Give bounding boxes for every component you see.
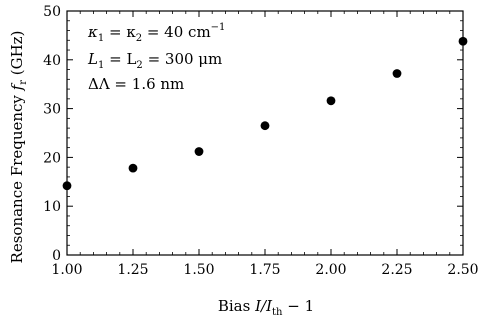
data-point [458, 36, 468, 46]
annotation-kappa: κ1 = κ2 = 40 cm−1 [87, 22, 225, 44]
y-tick-label: 20 [43, 150, 61, 166]
y-tick-label: 50 [43, 4, 61, 20]
x-tick-label: 2.50 [447, 262, 478, 278]
data-points [62, 36, 468, 191]
y-tick-label: 30 [43, 102, 61, 118]
plot-frame [66, 10, 464, 256]
data-point [260, 121, 270, 131]
x-tick-label: 2.00 [315, 262, 346, 278]
ticks: 1.00 1.25 1.50 1.75 2.00 2.25 2.50 0 10 20 30 40 50 [43, 4, 478, 278]
x-tick-label: 1.00 [51, 262, 82, 278]
x-tick-label: 2.25 [381, 262, 412, 278]
data-point [128, 163, 138, 173]
y-tick-label: 40 [43, 53, 61, 69]
data-point [392, 69, 402, 78]
y-axis-label: Resonance Frequency fr (GHz) [8, 31, 29, 264]
x-tick-label: 1.25 [117, 262, 148, 278]
x-axis-label: Bias I/Ith − 1 [218, 297, 314, 318]
annotation-length: L1 = L2 = 300 μm [87, 50, 222, 71]
annotation-delta-lambda: ΔΛ = 1.6 nm [88, 75, 184, 93]
data-point [326, 96, 336, 106]
x-tick-label: 1.75 [249, 262, 280, 278]
y-tick-label: 0 [52, 248, 61, 264]
data-point [62, 181, 72, 191]
x-tick-label: 1.50 [183, 262, 214, 278]
axes [66, 10, 464, 256]
y-tick-label: 10 [43, 199, 61, 215]
data-point [194, 147, 204, 156]
